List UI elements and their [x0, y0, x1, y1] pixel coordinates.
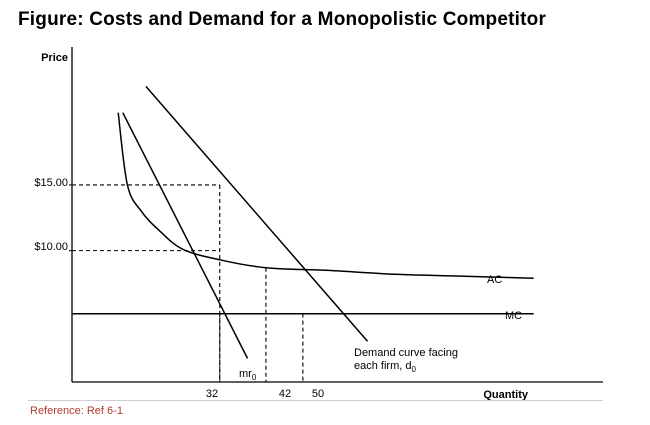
demand-label-line2: each firm, d0 — [354, 360, 416, 374]
mr-label: mr0 — [239, 368, 257, 382]
y-tick-label-10: $10.00 — [34, 241, 68, 253]
mc-line-label: MC — [505, 310, 522, 322]
reference-note: Reference: Ref 6-1 — [30, 405, 123, 417]
x-tick-label-50: 50 — [312, 388, 324, 400]
x-tick-label-32: 32 — [206, 388, 218, 400]
curve-ac — [117, 112, 534, 279]
curve-marginal-revenue — [122, 112, 249, 359]
y-axis-label: Price — [41, 52, 68, 64]
figure-title: Figure: Costs and Demand for a Monopolis… — [18, 9, 547, 30]
curves — [72, 85, 534, 359]
labels: Price Quantity $15.00 $10.00 32 42 50 AC… — [34, 52, 529, 401]
x-tick-label-42: 42 — [279, 388, 291, 400]
y-tick-label-15: $15.00 — [34, 177, 68, 189]
ac-curve-label: AC — [487, 274, 502, 286]
demand-label-line1: Demand curve facing — [354, 347, 458, 359]
guide-lines — [72, 184, 304, 382]
curve-demand — [145, 85, 369, 342]
reference-divider — [28, 400, 603, 401]
x-axis-label: Quantity — [483, 389, 528, 401]
axes — [69, 47, 603, 383]
